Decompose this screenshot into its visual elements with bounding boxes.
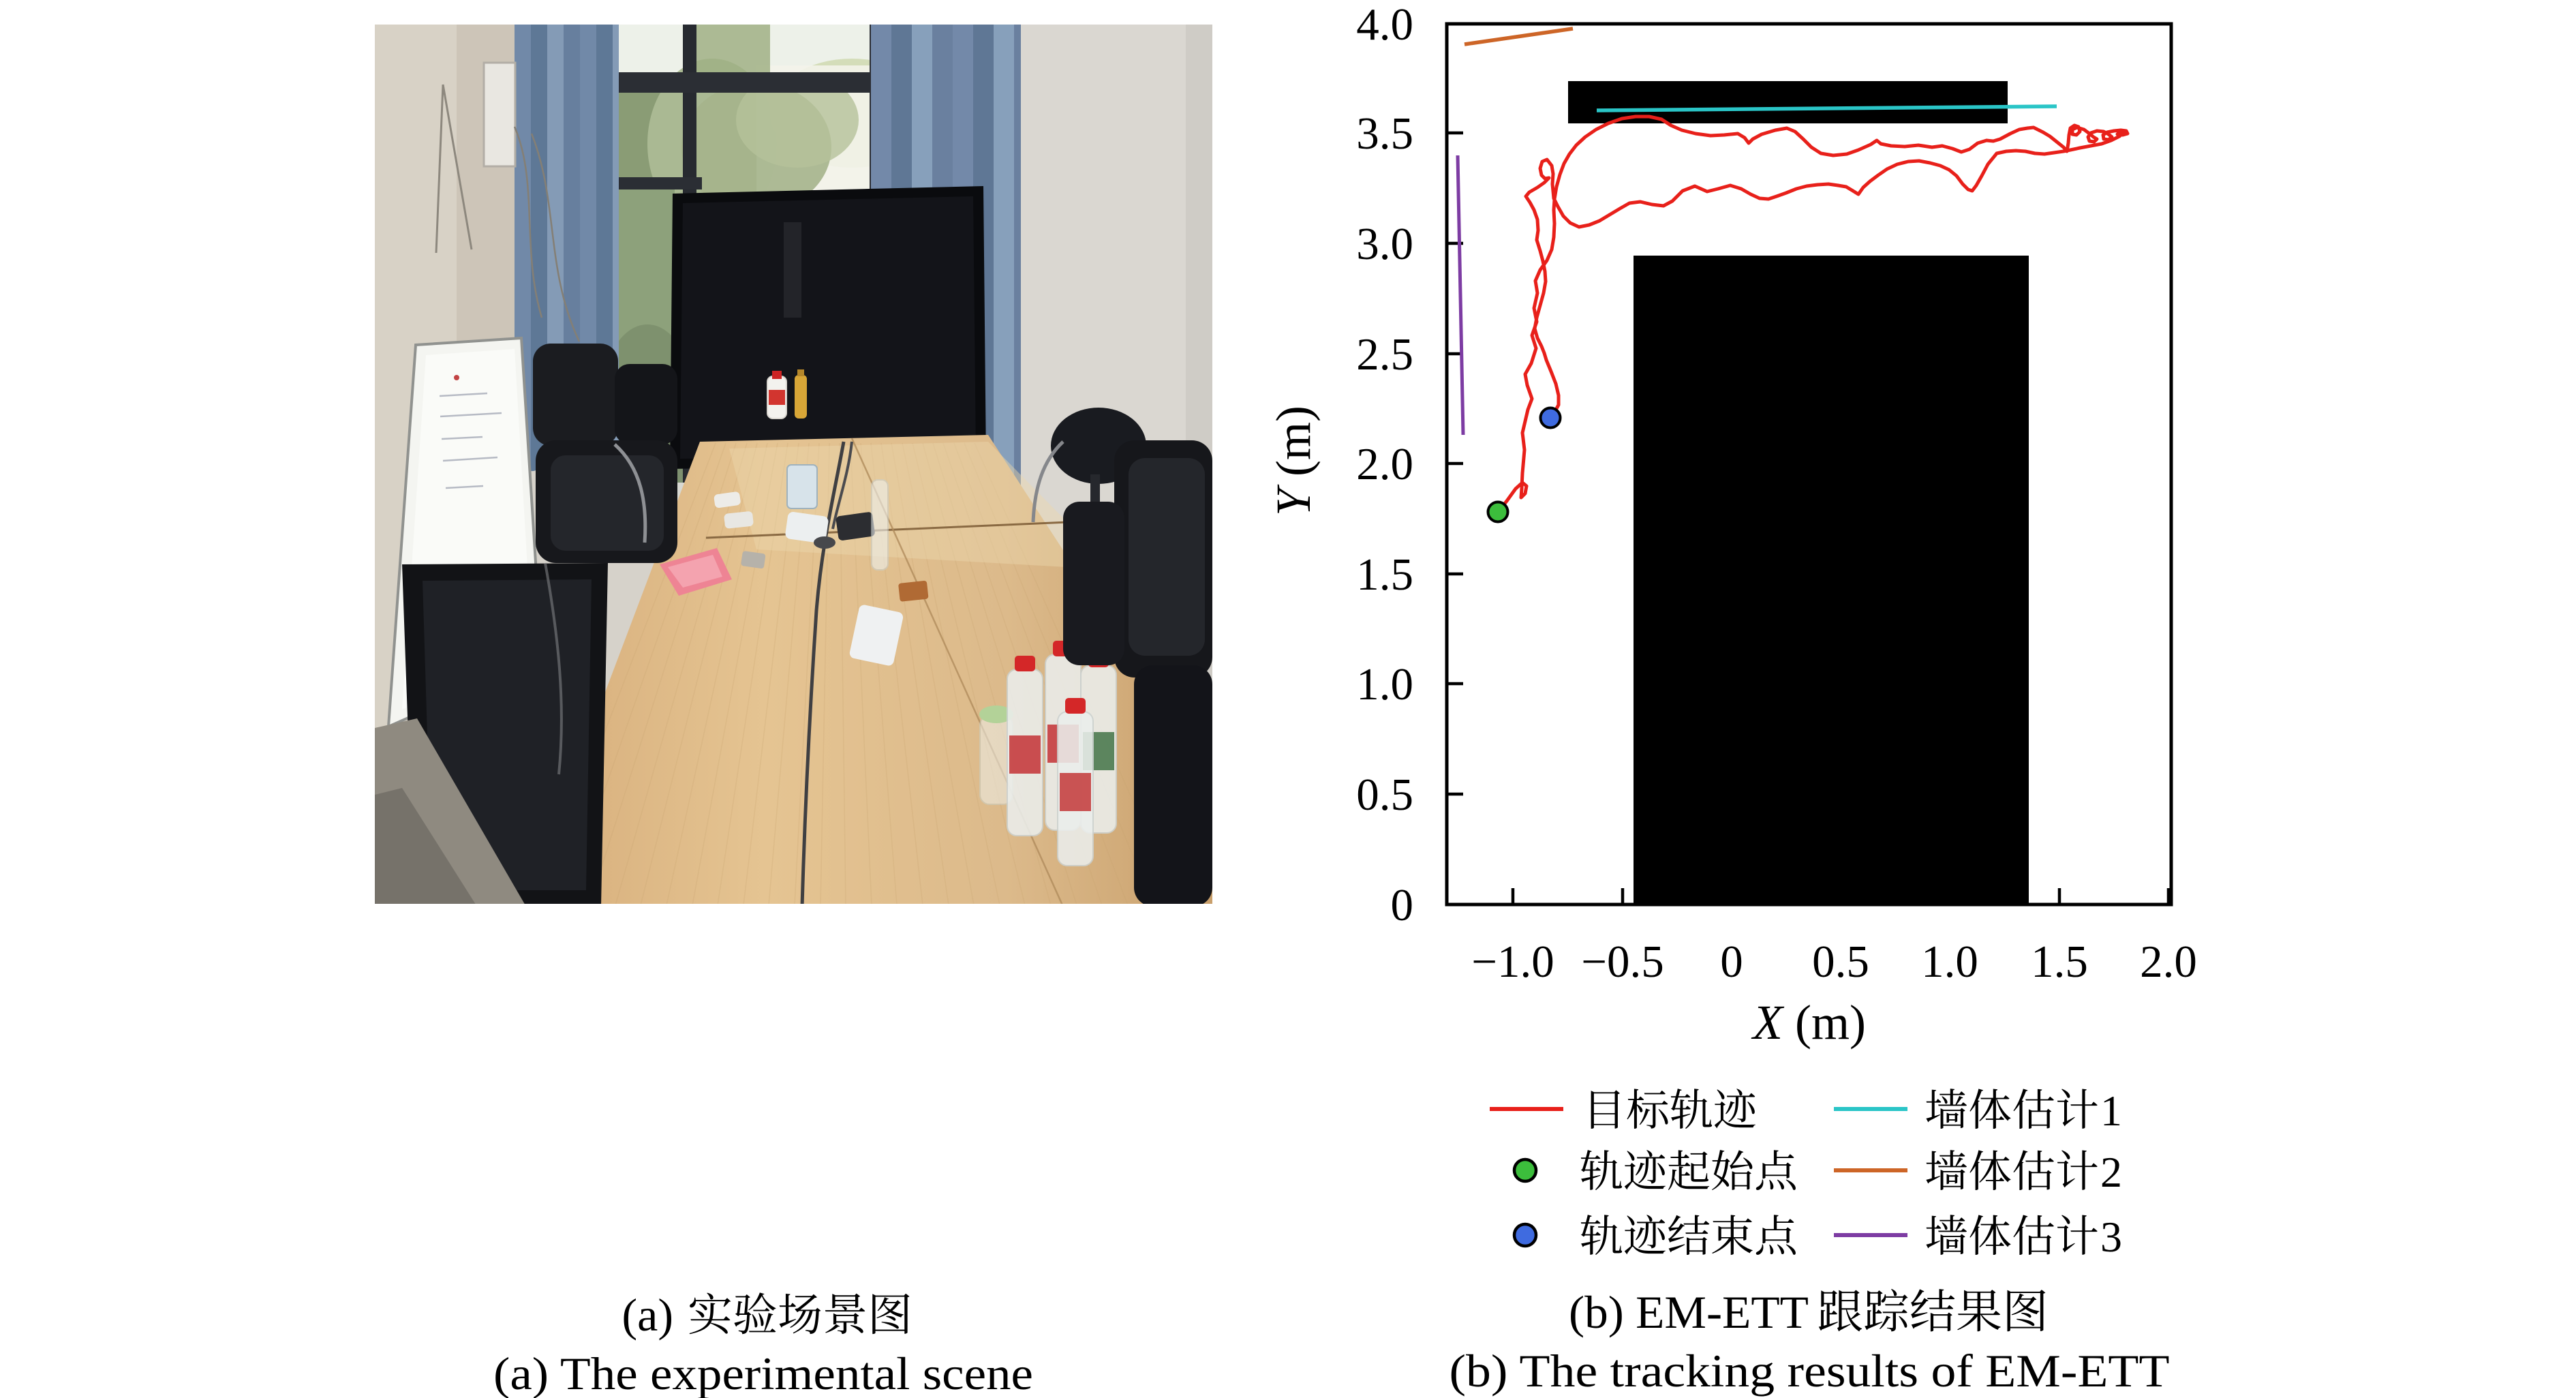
svg-text:0.5: 0.5 bbox=[1812, 937, 1869, 987]
svg-text:1.0: 1.0 bbox=[1356, 659, 1413, 710]
svg-text:0: 0 bbox=[1720, 937, 1743, 987]
svg-text:2.0: 2.0 bbox=[2140, 937, 2197, 987]
svg-text:(b) EM-ETT: (b) EM-ETT bbox=[1569, 1286, 1809, 1338]
svg-text:4.0: 4.0 bbox=[1356, 0, 1413, 50]
svg-text:0: 0 bbox=[1391, 880, 1414, 930]
svg-text:1.5: 1.5 bbox=[2031, 937, 2088, 987]
svg-text:2: 2 bbox=[2100, 1148, 2122, 1196]
svg-text:3.0: 3.0 bbox=[1356, 219, 1413, 269]
svg-text:1.5: 1.5 bbox=[1356, 549, 1413, 600]
svg-text:(a): (a) bbox=[622, 1289, 673, 1341]
svg-text:X (m): X (m) bbox=[1751, 995, 1866, 1050]
svg-text:Y (m): Y (m) bbox=[1266, 406, 1321, 516]
svg-text:2.0: 2.0 bbox=[1356, 439, 1413, 489]
svg-text:1: 1 bbox=[2100, 1087, 2122, 1135]
svg-text:3.5: 3.5 bbox=[1356, 108, 1413, 159]
svg-text:2.5: 2.5 bbox=[1356, 329, 1413, 380]
svg-text:1.0: 1.0 bbox=[1921, 937, 1978, 987]
svg-text:(a) The experimental scene: (a) The experimental scene bbox=[493, 1348, 1033, 1398]
svg-text:−1.0: −1.0 bbox=[1471, 937, 1554, 987]
svg-text:(b) The tracking results of EM: (b) The tracking results of EM-ETT bbox=[1450, 1345, 2170, 1397]
svg-text:−0.5: −0.5 bbox=[1581, 937, 1664, 987]
svg-text:3: 3 bbox=[2100, 1213, 2122, 1261]
svg-text:0.5: 0.5 bbox=[1356, 770, 1413, 820]
